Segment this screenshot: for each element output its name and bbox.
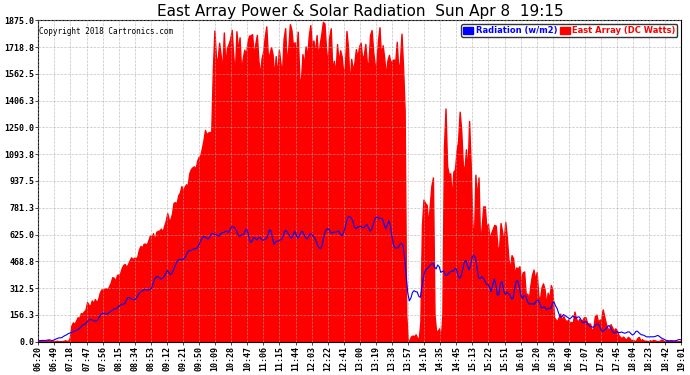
Title: East Array Power & Solar Radiation  Sun Apr 8  19:15: East Array Power & Solar Radiation Sun A… bbox=[157, 4, 563, 19]
Text: Copyright 2018 Cartronics.com: Copyright 2018 Cartronics.com bbox=[39, 27, 173, 36]
Legend: Radiation (w/m2), East Array (DC Watts): Radiation (w/m2), East Array (DC Watts) bbox=[462, 24, 677, 37]
